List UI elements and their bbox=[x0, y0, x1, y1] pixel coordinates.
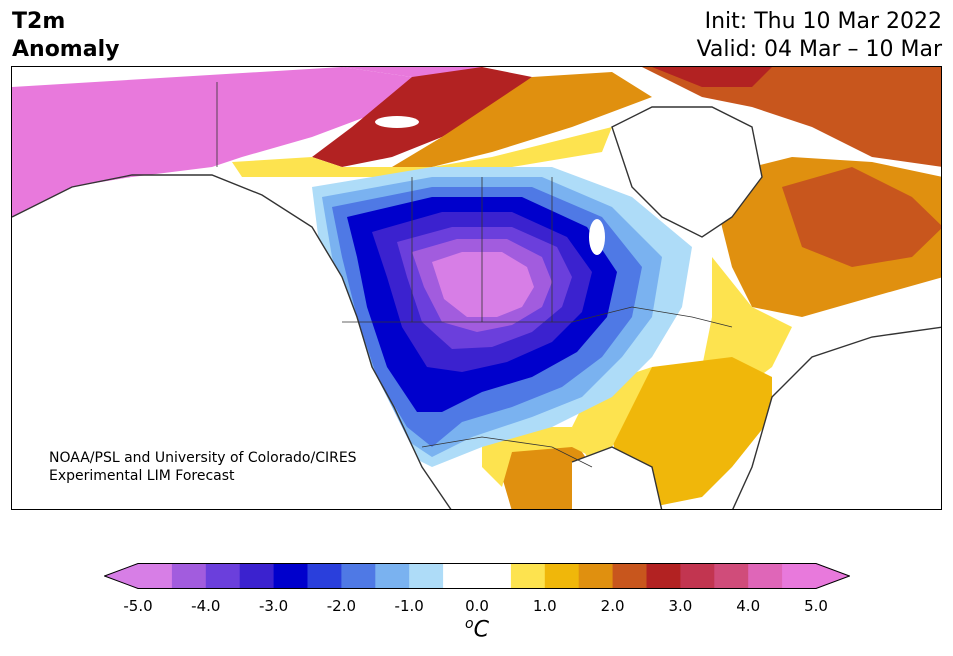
colorbar-swatch bbox=[680, 563, 715, 589]
colorbar-outline bbox=[104, 563, 850, 589]
great-bear-lake bbox=[375, 116, 419, 128]
colorbar-swatch bbox=[307, 563, 342, 589]
map-svg bbox=[12, 67, 941, 509]
labrador-warm-core bbox=[782, 167, 941, 267]
arctic-red-core bbox=[652, 67, 772, 87]
init-date: Init: Thu 10 Mar 2022 bbox=[704, 9, 942, 34]
credit-line-1: NOAA/PSL and University of Colorado/CIRE… bbox=[49, 450, 357, 466]
colorbar-ticks: -5.0 -4.0 -3.0 -2.0 -1.0 0.0 1.0 2.0 3.0 4.0 5.0 bbox=[0, 597, 953, 617]
mexico-yellow-edge bbox=[482, 427, 592, 487]
colorbar-swatch bbox=[409, 563, 444, 589]
colorbar-swatch bbox=[273, 563, 308, 589]
colorbar-swatch bbox=[341, 563, 376, 589]
gulf-white bbox=[572, 447, 662, 509]
colorbar-tick-label: -4.0 bbox=[191, 597, 221, 615]
credit-text: NOAA/PSL and University of Colorado/CIRE… bbox=[49, 449, 357, 485]
canada-yellow-band bbox=[232, 127, 612, 177]
canadian-arctic-warm bbox=[642, 67, 941, 167]
colorbar-swatch bbox=[782, 563, 817, 589]
colorbar-tick-label: 2.0 bbox=[600, 597, 625, 615]
colorbar-swatch bbox=[138, 563, 173, 589]
colorbar-tick-label: 1.0 bbox=[532, 597, 557, 615]
colorbar-swatch bbox=[171, 563, 207, 589]
colorbar-swatch bbox=[612, 563, 647, 589]
colorbar-swatch bbox=[205, 563, 241, 589]
map-title: T2m Anomaly bbox=[12, 8, 119, 64]
colorbar-over-triangle bbox=[816, 563, 850, 589]
yukon-warm-band bbox=[312, 67, 532, 167]
colorbar-swatch bbox=[544, 563, 580, 589]
credit-line-2: Experimental LIM Forecast bbox=[49, 468, 235, 484]
colorbar bbox=[104, 563, 850, 589]
colorbar-swatch bbox=[443, 563, 478, 589]
colorbar-swatch bbox=[477, 563, 512, 589]
colorbar-tick-label: 5.0 bbox=[804, 597, 828, 615]
pacific-ocean bbox=[12, 177, 451, 509]
cold-core-pink bbox=[432, 252, 534, 317]
colorbar-tick-label: -3.0 bbox=[258, 597, 289, 615]
colorbar-swatch bbox=[375, 563, 410, 589]
colorbar-tick-label: 0.0 bbox=[465, 597, 489, 615]
colorbar-unit: oC bbox=[465, 616, 489, 642]
valid-range: Valid: 04 Mar – 10 Mar bbox=[696, 37, 942, 62]
canada-orange-band bbox=[392, 72, 652, 167]
anomaly-map bbox=[11, 66, 942, 510]
colorbar-swatch bbox=[239, 563, 275, 589]
unit-degree: o bbox=[465, 616, 474, 632]
colorbar-tick-label: 3.0 bbox=[668, 597, 693, 615]
lake-winnipeg bbox=[589, 219, 605, 255]
mexico-warm bbox=[502, 437, 592, 509]
title-line-2: Anomaly bbox=[12, 37, 120, 62]
colorbar-swatch bbox=[646, 563, 681, 589]
colorbar-swatch bbox=[510, 563, 546, 589]
colorbar-tick-label: -5.0 bbox=[123, 597, 153, 615]
colorbar-swatch bbox=[714, 563, 749, 589]
forecast-dates: Init: Thu 10 Mar 2022 Valid: 04 Mar – 10… bbox=[697, 8, 942, 64]
colorbar-tick-label: -1.0 bbox=[394, 597, 424, 615]
colorbar-swatch bbox=[748, 563, 783, 589]
unit-celsius: C bbox=[473, 617, 489, 643]
coastlines bbox=[12, 106, 941, 509]
title-line-1: T2m bbox=[12, 9, 66, 34]
colorbar-swatch bbox=[578, 563, 614, 589]
atlantic-white bbox=[732, 327, 941, 509]
colorbar-tick-label: -2.0 bbox=[326, 597, 357, 615]
political-borders bbox=[216, 82, 733, 468]
colorbar-under-triangle bbox=[104, 563, 138, 589]
colorbar-tick-label: 4.0 bbox=[736, 597, 761, 615]
